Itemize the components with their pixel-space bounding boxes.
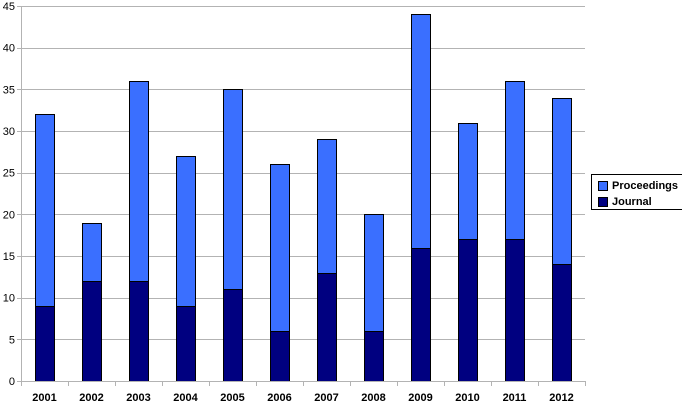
bar-proceedings-2009 <box>411 14 431 249</box>
y-tick-label: 10 <box>3 293 15 305</box>
x-tick-labels: 2001 2002 2003 2004 2005 2006 2007 2008 2009 2010… <box>32 392 573 403</box>
bar-journal-2003 <box>129 281 149 382</box>
legend-swatch-proceedings <box>598 181 608 191</box>
bar-proceedings-2001 <box>35 114 55 307</box>
legend: Proceedings Journal <box>591 174 682 210</box>
bars <box>35 14 572 382</box>
x-tick-label: 2009 <box>408 392 432 403</box>
y-tick-labels: 0 5 10 15 20 25 30 35 40 45 <box>3 1 15 388</box>
x-tick-label: 2008 <box>361 392 385 403</box>
bar-proceedings-2007 <box>317 139 337 274</box>
bar-journal-2009 <box>411 248 431 382</box>
x-tick-label: 2004 <box>173 392 198 403</box>
y-tick-label: 15 <box>3 251 15 263</box>
bar-proceedings-2008 <box>364 214 384 332</box>
x-tick-label: 2011 <box>503 392 527 403</box>
bar-journal-2012 <box>552 264 572 382</box>
y-tick-label: 35 <box>3 84 15 96</box>
bar-journal-2008 <box>364 331 384 382</box>
bar-proceedings-2010 <box>458 123 478 240</box>
y-tick-label: 30 <box>3 126 15 138</box>
bar-proceedings-2012 <box>552 98 572 265</box>
y-tick-label: 20 <box>3 209 15 221</box>
gridlines <box>21 6 585 340</box>
y-tick-label: 25 <box>3 168 15 180</box>
x-tick-label: 2010 <box>455 392 479 403</box>
legend-item-proceedings: Proceedings <box>598 179 678 193</box>
bar-journal-2002 <box>82 281 102 382</box>
x-tick-label: 2012 <box>549 392 573 403</box>
bar-journal-2001 <box>35 306 55 382</box>
x-tick-label: 2001 <box>32 392 56 403</box>
x-tick-label: 2003 <box>126 392 150 403</box>
axes <box>17 6 586 386</box>
bar-proceedings-2005 <box>223 89 243 290</box>
bar-proceedings-2011 <box>505 81 525 240</box>
legend-item-journal: Journal <box>598 195 652 209</box>
y-tick-label: 5 <box>9 334 15 346</box>
x-tick-label: 2002 <box>79 392 103 403</box>
bar-journal-2006 <box>270 331 290 382</box>
bar-journal-2010 <box>458 239 478 382</box>
bar-journal-2007 <box>317 273 337 382</box>
x-tick-label: 2007 <box>314 392 338 403</box>
legend-label-journal: Journal <box>612 196 652 208</box>
x-tick-label: 2006 <box>267 392 291 403</box>
bar-journal-2005 <box>223 289 243 382</box>
bar-journal-2004 <box>176 306 196 382</box>
y-tick-label: 40 <box>3 43 15 55</box>
bar-proceedings-2002 <box>82 223 102 282</box>
bar-proceedings-2004 <box>176 156 196 307</box>
y-tick-label: 0 <box>9 376 15 388</box>
legend-label-proceedings: Proceedings <box>612 180 679 192</box>
bar-proceedings-2006 <box>270 164 290 332</box>
bar-proceedings-2003 <box>129 81 149 282</box>
x-tick-label: 2005 <box>220 392 244 403</box>
legend-swatch-journal <box>598 197 608 207</box>
y-tick-label: 45 <box>3 1 15 13</box>
bar-journal-2011 <box>505 239 525 382</box>
